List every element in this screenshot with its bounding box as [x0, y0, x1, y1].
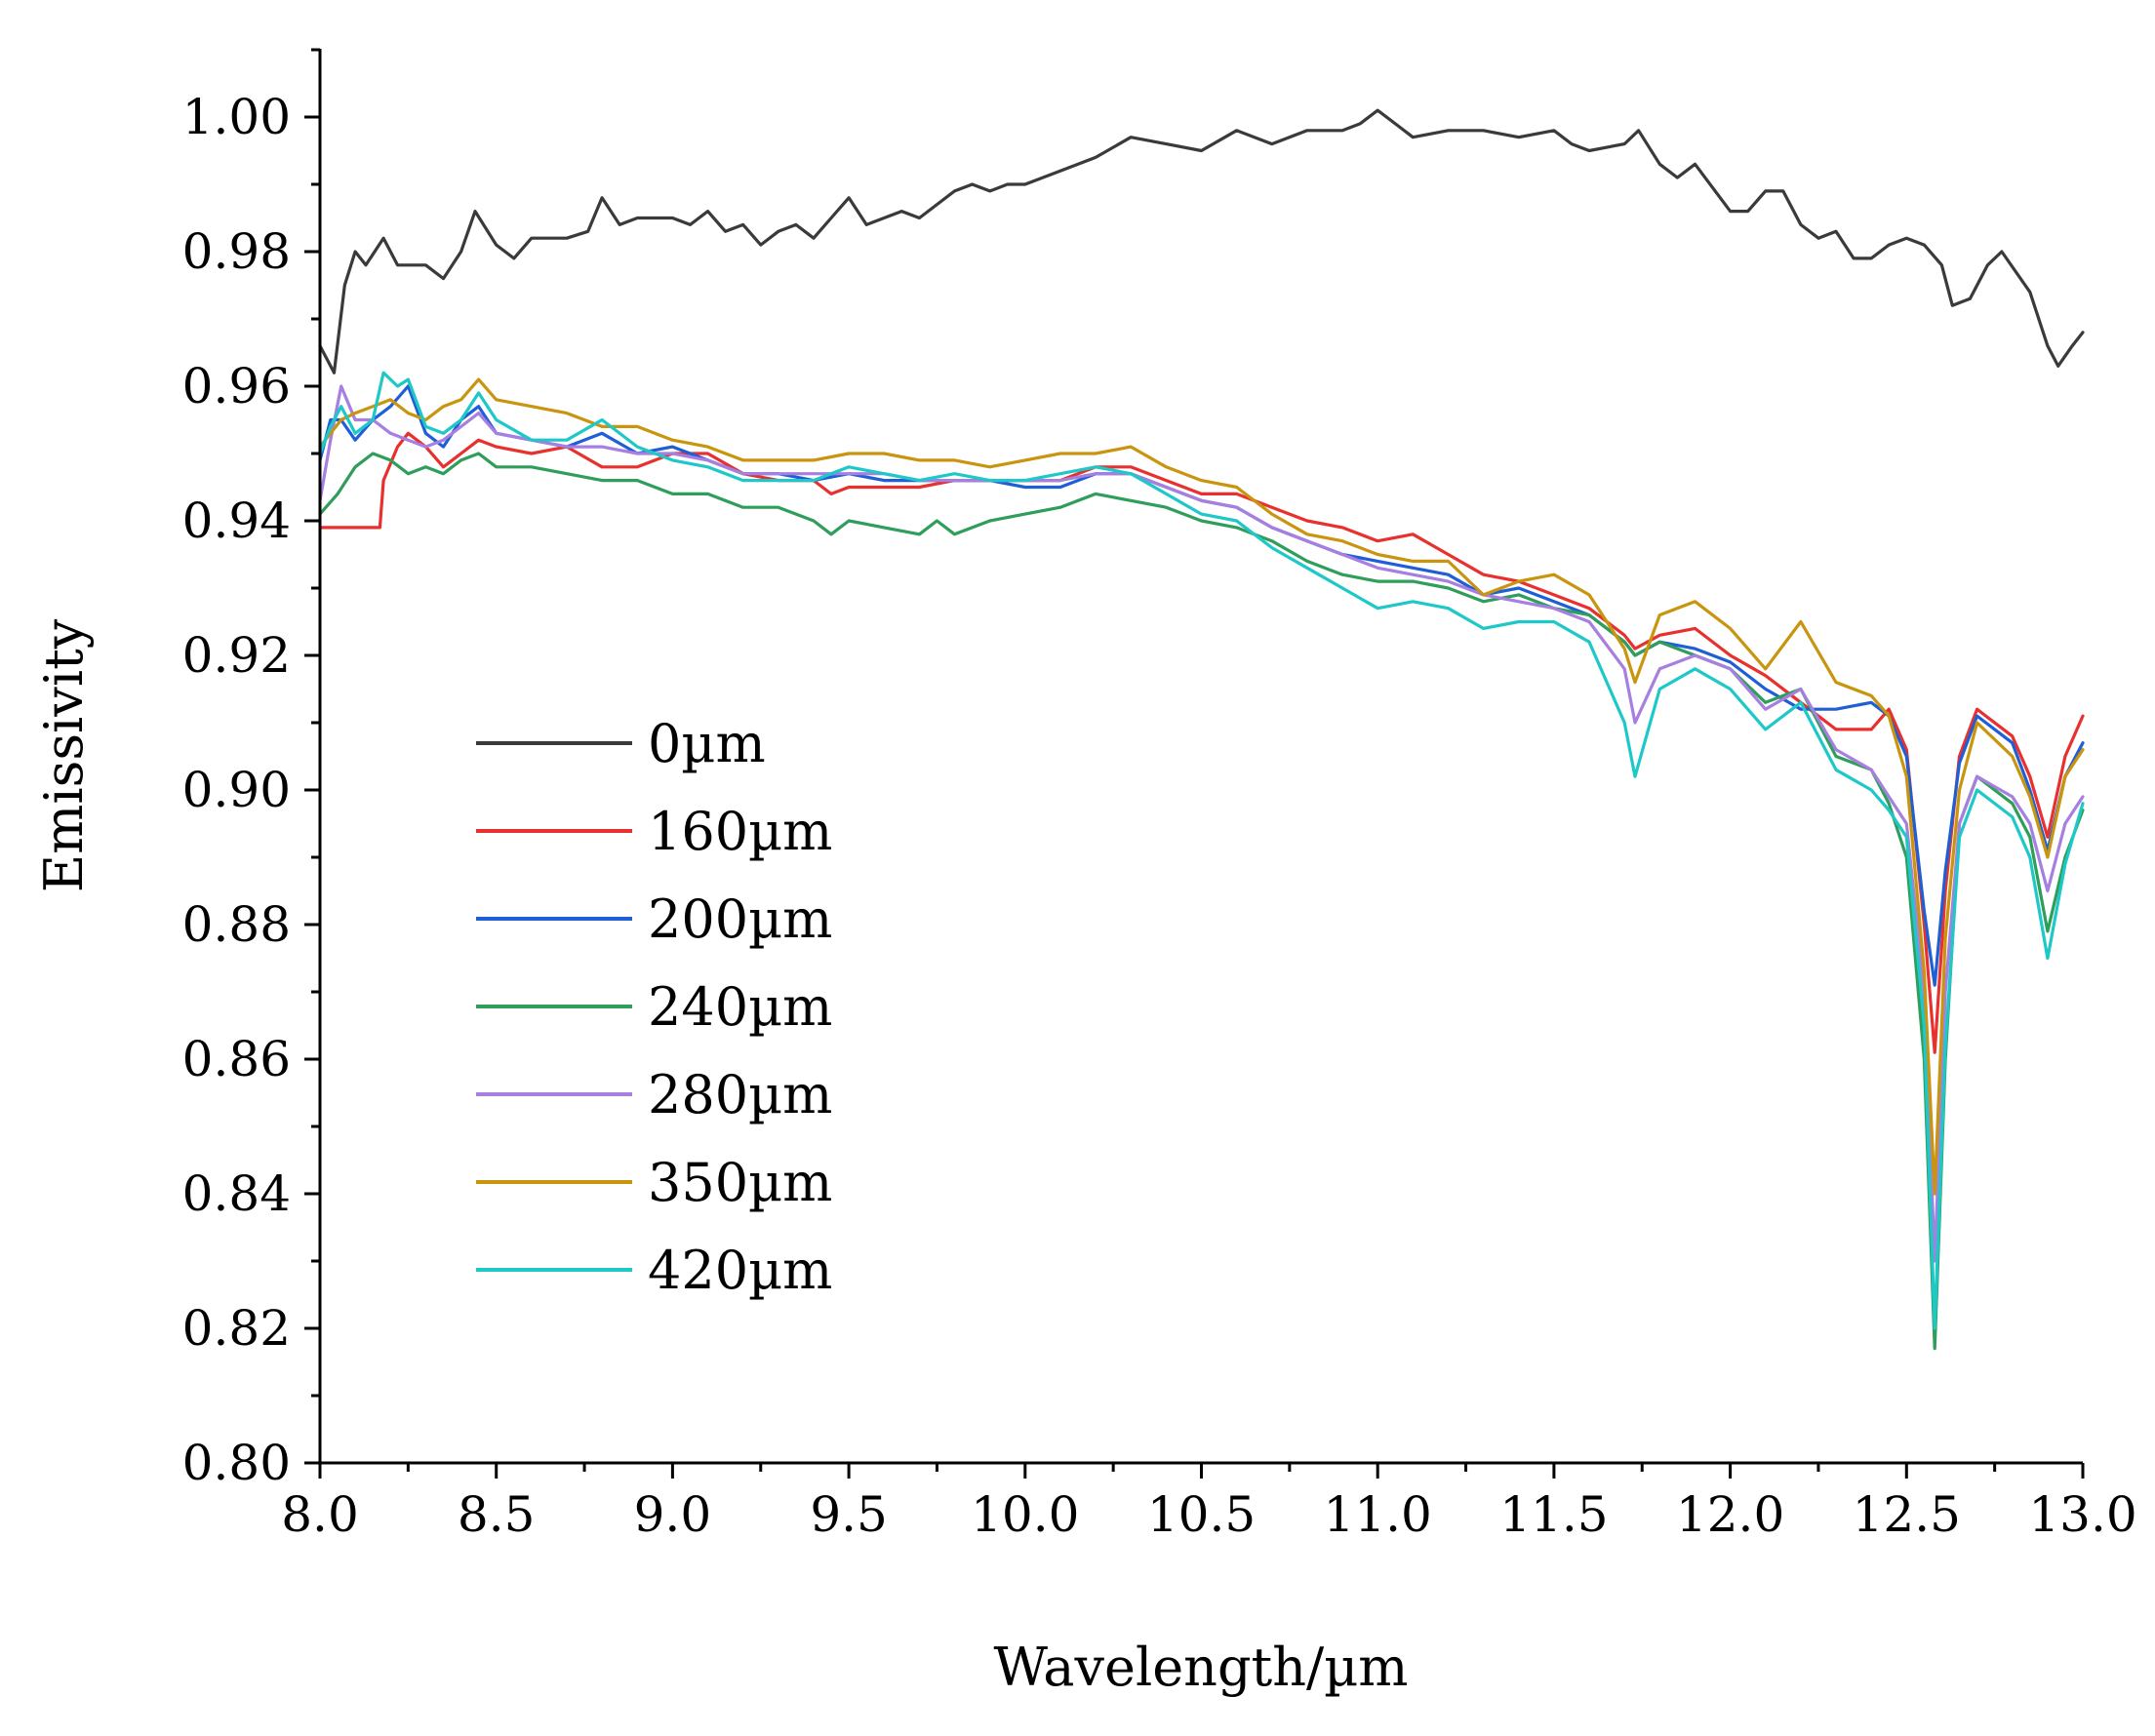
y-tick-label: 0.86: [182, 1031, 291, 1087]
y-tick-label: 0.94: [182, 493, 291, 549]
legend: 0µm 160µm 200µm 240µm 280µm 350µm 420µm: [476, 713, 832, 1301]
plot-area: 8.0 8.5 9.0 9.5 10.0 10.5 11.0 11.5 12.0 12.5 13.0…: [182, 48, 2137, 1543]
x-tick-label: 8.0: [281, 1486, 359, 1543]
legend-label: 0µm: [648, 713, 766, 774]
y-tick-label: 0.82: [182, 1300, 291, 1357]
series-line-240µm: [318, 452, 2085, 1351]
x-tick-label: 13.0: [2028, 1486, 2136, 1543]
series-lines: [318, 108, 2085, 1351]
x-tick-label: 12.0: [1676, 1486, 1784, 1543]
series-line-160µm: [318, 431, 2085, 1054]
legend-label: 280µm: [648, 1064, 832, 1125]
x-tick-label: 11.5: [1499, 1486, 1608, 1543]
legend-label: 350µm: [648, 1152, 832, 1213]
y-tick-label: 0.90: [182, 762, 291, 818]
x-tick-label: 8.5: [458, 1486, 536, 1543]
x-tick-label: 12.5: [1853, 1486, 1961, 1543]
legend-label: 200µm: [648, 888, 832, 950]
y-tick-label: 0.98: [182, 223, 291, 280]
y-tick-label: 0.80: [182, 1435, 291, 1491]
x-tick-label: 11.0: [1324, 1486, 1432, 1543]
y-axis-ticks: 0.80 0.82 0.84 0.86 0.88 0.90 0.92 0.94 0.96 0.98…: [182, 48, 320, 1491]
x-axis-ticks: 8.0 8.5 9.0 9.5 10.0 10.5 11.0 11.5 12.0 12.5 13.0: [281, 1463, 2137, 1543]
legend-label: 160µm: [648, 801, 832, 862]
series-line-0µm: [318, 108, 2085, 375]
series-line-420µm: [318, 371, 2085, 1330]
y-tick-label: 0.84: [182, 1165, 291, 1222]
legend-label: 240µm: [648, 976, 832, 1038]
legend-label: 420µm: [648, 1240, 832, 1301]
x-tick-label: 10.5: [1147, 1486, 1256, 1543]
x-tick-label: 10.0: [971, 1486, 1079, 1543]
y-tick-label: 0.92: [182, 627, 291, 684]
x-tick-label: 9.0: [634, 1486, 712, 1543]
y-tick-label: 1.00: [182, 89, 291, 145]
y-tick-label: 0.96: [182, 358, 291, 414]
series-line-350µm: [318, 377, 2085, 1196]
series-line-280µm: [318, 384, 2085, 1263]
y-tick-label: 0.88: [182, 896, 291, 953]
x-axis-title: Wavelength/µm: [993, 1637, 1408, 1698]
y-axis-title: Emissivity: [33, 618, 95, 892]
x-tick-label: 9.5: [810, 1486, 888, 1543]
